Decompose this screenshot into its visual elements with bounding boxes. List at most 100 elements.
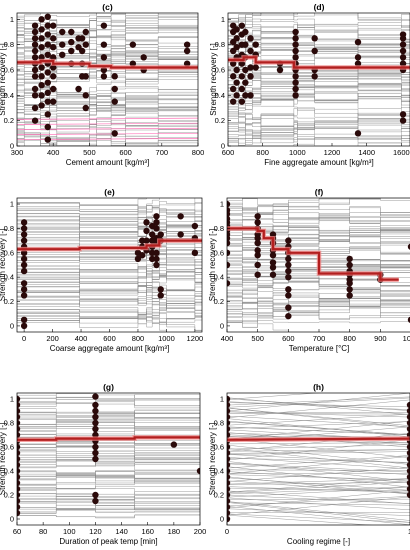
data-point xyxy=(59,28,66,36)
ensemble-line xyxy=(227,474,410,481)
data-point xyxy=(92,401,99,409)
data-point xyxy=(50,85,57,93)
data-point xyxy=(406,491,410,499)
x-axis-label: Duration of peak temp [min] xyxy=(59,537,157,546)
data-point xyxy=(92,393,99,400)
data-point xyxy=(31,47,39,55)
ensemble-line xyxy=(227,449,410,454)
data-point xyxy=(68,38,75,46)
ensemble-line xyxy=(227,415,410,428)
ensemble-line xyxy=(17,264,202,278)
x-tick-label: 1200 xyxy=(187,334,204,343)
data-point xyxy=(20,231,28,238)
data-point xyxy=(38,35,45,42)
data-point xyxy=(285,273,292,281)
data-point xyxy=(111,130,118,137)
mean-line xyxy=(228,56,410,69)
data-point xyxy=(354,130,362,137)
data-point xyxy=(247,92,254,99)
data-point xyxy=(285,286,292,293)
data-point xyxy=(285,292,292,299)
ensemble-line xyxy=(17,309,202,331)
panel-label: (c) xyxy=(102,2,113,12)
data-point xyxy=(44,51,51,58)
data-point xyxy=(227,407,231,415)
x-tick-label: 80 xyxy=(39,527,47,536)
data-point xyxy=(227,449,231,457)
data-point xyxy=(183,47,191,55)
y-tick-label: 0 xyxy=(10,321,14,330)
ensemble-line xyxy=(227,494,410,504)
y-tick-label: 0 xyxy=(220,515,224,524)
ensemble-line xyxy=(227,426,410,436)
ensemble-line xyxy=(17,299,202,323)
data-point xyxy=(406,413,410,421)
y-tick-label: 0.8 xyxy=(4,224,14,233)
y-tick-label: 0.6 xyxy=(4,248,14,257)
ensemble-line xyxy=(227,457,410,470)
x-tick-label: 120 xyxy=(89,527,102,536)
data-point xyxy=(82,41,89,48)
data-point xyxy=(183,41,191,48)
data-point xyxy=(153,261,160,269)
y-tick-label: 0.4 xyxy=(214,467,224,476)
ensemble-line xyxy=(227,451,410,455)
data-point xyxy=(242,79,249,86)
data-point xyxy=(233,35,240,42)
y-axis-label: Strength recovery [-] xyxy=(209,43,218,115)
data-point xyxy=(44,41,51,48)
data-point xyxy=(50,73,57,80)
data-point xyxy=(254,261,261,269)
y-tick-label: 0.2 xyxy=(4,116,14,125)
y-tick-label: 0.4 xyxy=(215,91,225,100)
data-point xyxy=(153,225,160,232)
data-point xyxy=(285,304,292,311)
x-tick-label: 500 xyxy=(251,334,264,343)
x-axis-label: Cooling regime [-] xyxy=(287,537,350,546)
x-axis-label: Fine aggregate amount [kg/m³] xyxy=(264,158,373,167)
data-point xyxy=(20,225,28,232)
ensemble-line xyxy=(227,401,410,410)
ensemble-line xyxy=(227,444,410,465)
y-tick-label: 0.8 xyxy=(215,40,225,49)
data-point xyxy=(111,85,118,93)
data-point xyxy=(269,264,277,271)
data-point xyxy=(44,79,51,86)
y-tick-label: 0 xyxy=(10,142,14,151)
data-point xyxy=(285,261,292,269)
data-point xyxy=(134,255,142,263)
data-point xyxy=(399,35,407,42)
ensemble-line xyxy=(17,133,198,146)
mean-line xyxy=(17,60,198,69)
x-tick-label: 700 xyxy=(156,148,169,157)
ensemble-line xyxy=(17,198,160,207)
ensemble-line xyxy=(227,198,381,214)
data-point xyxy=(17,479,21,487)
data-point xyxy=(227,235,231,242)
ensemble-line-highlight xyxy=(17,117,198,120)
ensemble-line xyxy=(227,225,410,242)
data-point xyxy=(31,104,39,112)
ensemble-line xyxy=(17,263,202,280)
x-tick-label: 100 xyxy=(63,527,76,536)
data-point xyxy=(191,249,199,257)
data-point xyxy=(44,22,51,29)
data-point xyxy=(254,271,261,278)
data-point xyxy=(92,455,99,463)
data-point xyxy=(254,239,261,247)
data-point xyxy=(31,73,39,80)
data-point xyxy=(269,252,277,259)
ensemble-line xyxy=(17,74,198,101)
ensemble-line xyxy=(227,272,410,287)
y-axis-label: Strength recovery [-] xyxy=(0,229,7,301)
y-axis-label: Strength recovery [-] xyxy=(208,229,217,301)
y-tick-label: 0.4 xyxy=(214,273,224,282)
data-point xyxy=(242,41,249,48)
data-point xyxy=(238,22,246,29)
data-point xyxy=(44,98,51,105)
y-tick-label: 0.6 xyxy=(214,248,224,257)
plot-area xyxy=(17,198,202,332)
panel-f: 0 0.2 0.4 0.6 0.8 1 400 500 600 700 800 900 1000 Temp… xyxy=(208,187,410,353)
data-point xyxy=(406,419,410,427)
